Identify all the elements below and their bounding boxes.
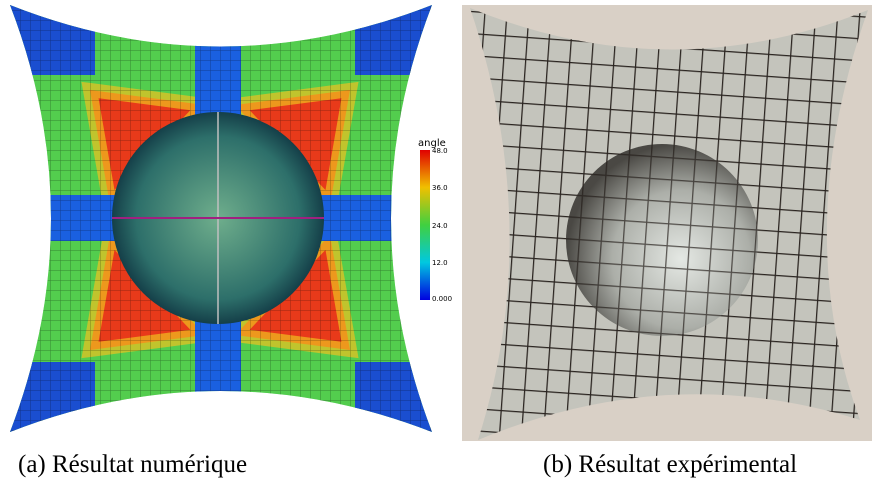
colorbar-tick: 36.0 [432, 184, 448, 192]
colorbar-tick: 24.0 [432, 222, 448, 230]
experiment-photo [462, 5, 872, 441]
caption: (a) Résultat numérique [18, 451, 247, 478]
colorbar-tick: 0.000 [432, 295, 452, 303]
colorbar-tick: 12.0 [432, 259, 448, 267]
colorbar-tick: 48.0 [432, 147, 448, 155]
caption: (b) Résultat expérimental [543, 451, 797, 478]
simulation-image [10, 5, 432, 432]
colorbar [420, 150, 430, 300]
colorbar-title: angle [418, 138, 446, 149]
